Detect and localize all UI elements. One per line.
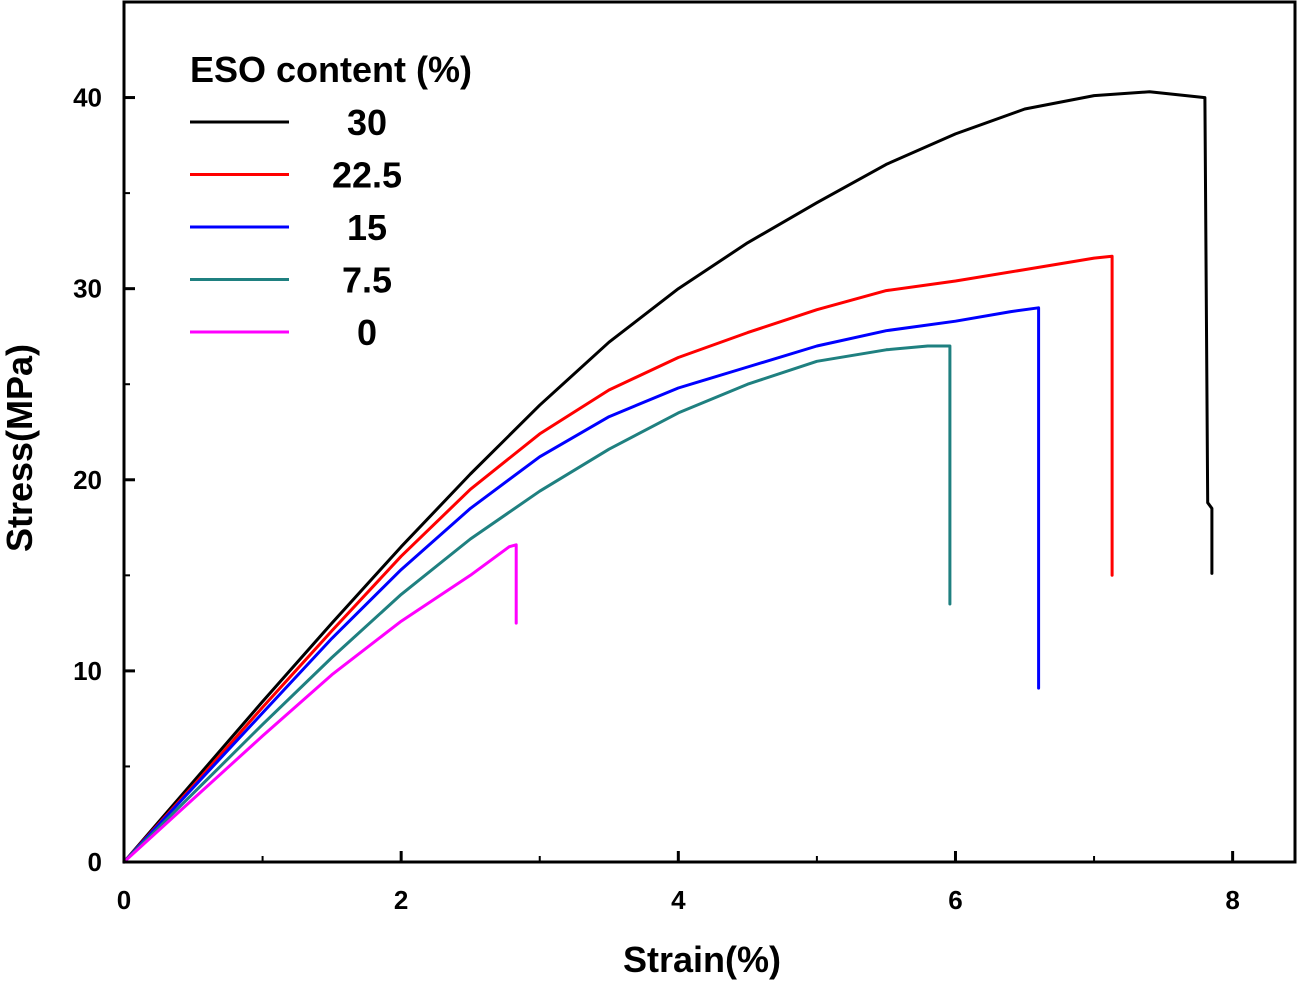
- x-tick-label: 6: [948, 885, 962, 915]
- legend-label-30: 30: [347, 102, 387, 143]
- x-tick-label: 8: [1225, 885, 1239, 915]
- plot-lines: [122, 90, 1214, 864]
- y-tick-label: 30: [73, 274, 102, 304]
- series-line-30: [122, 90, 1214, 864]
- x-tick-label: 4: [671, 885, 686, 915]
- legend-label-7.5: 7.5: [342, 260, 392, 301]
- y-tick-label: 20: [73, 465, 102, 495]
- x-axis-title: Strain(%): [623, 939, 781, 980]
- y-axis-ticks: 0 10 20 30 40: [73, 83, 135, 877]
- y-tick-label: 40: [73, 83, 102, 113]
- legend: ESO content (%) 30 22.5 15 7.5 0: [190, 49, 472, 353]
- y-tick-label: 10: [73, 656, 102, 686]
- legend-label-22.5: 22.5: [332, 155, 402, 196]
- legend-title: ESO content (%): [190, 49, 472, 90]
- y-tick-label: 0: [88, 847, 102, 877]
- plot-frame: [122, 0, 1297, 864]
- series-line-22.5: [122, 254, 1114, 864]
- y-axis-title: Stress(MPa): [0, 344, 40, 552]
- series-line-15: [122, 306, 1041, 864]
- x-axis-ticks: 0 2 4 6 8: [117, 851, 1240, 915]
- series-line-0: [122, 543, 518, 864]
- x-tick-label: 0: [117, 885, 131, 915]
- legend-label-0: 0: [357, 312, 377, 353]
- x-tick-label: 2: [394, 885, 408, 915]
- series-line-7.5: [122, 344, 952, 864]
- legend-label-15: 15: [347, 207, 387, 248]
